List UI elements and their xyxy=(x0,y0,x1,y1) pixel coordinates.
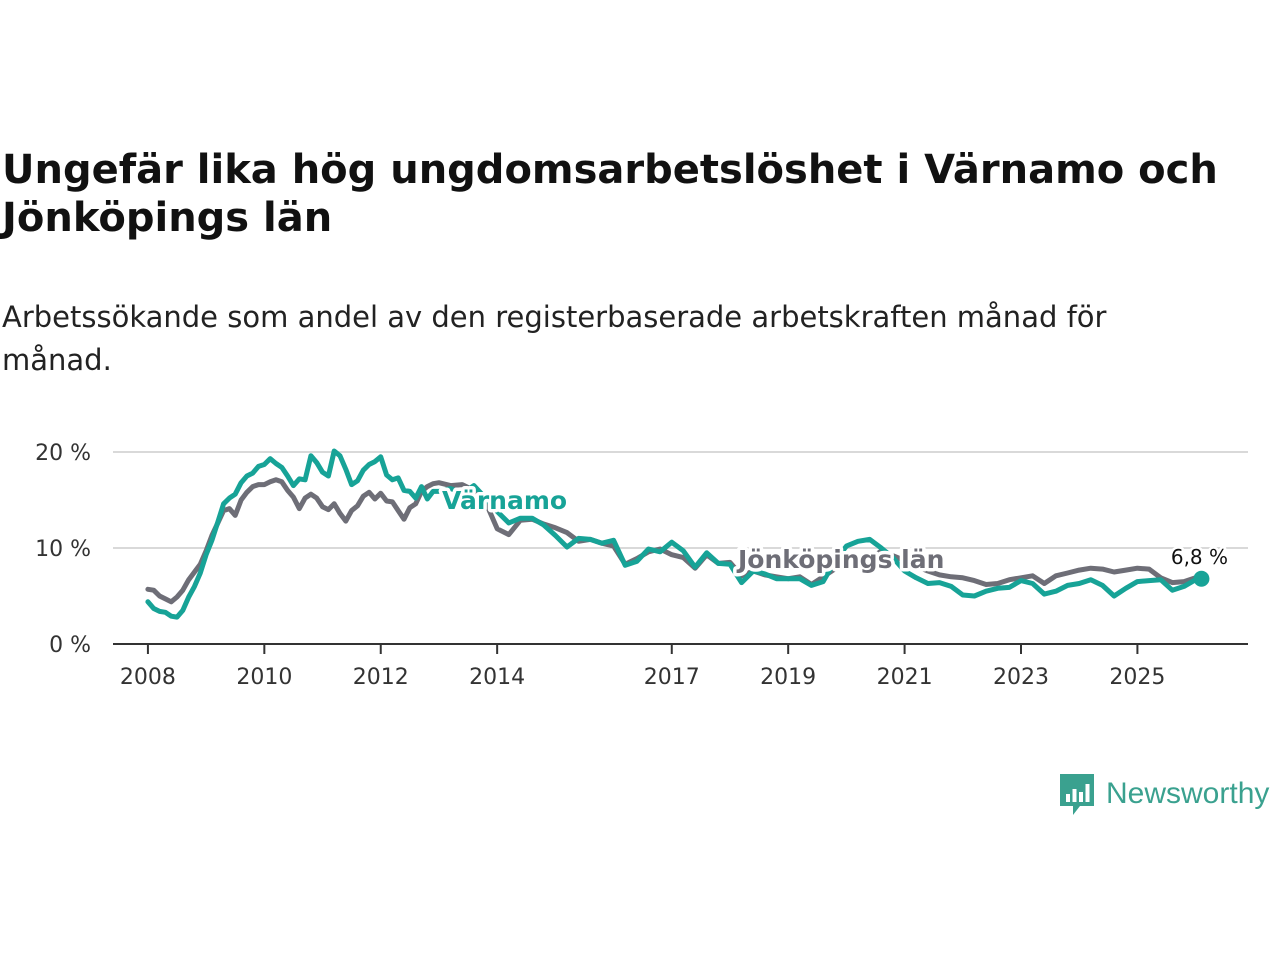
y-axis-ticks: 0 % 10 % 20 % xyxy=(35,441,91,658)
brand-name: Newsworthy xyxy=(1106,777,1270,810)
x-tick-label: 2023 xyxy=(993,665,1049,690)
x-tick-label: 2025 xyxy=(1109,665,1165,690)
varnamo-series-label: Värnamo xyxy=(442,486,567,515)
x-tick-label: 2017 xyxy=(644,665,700,690)
varnamo-line xyxy=(145,448,1204,620)
x-tick-label: 2019 xyxy=(760,665,816,690)
x-tick-label: 2010 xyxy=(236,665,292,690)
newsworthy-logo: Newsworthy xyxy=(1058,772,1269,816)
jonkoping-line xyxy=(145,477,1204,605)
end-value-marker xyxy=(1193,570,1210,587)
chart-title: Ungefär lika hög ungdomsarbetslöshet i V… xyxy=(2,147,1218,241)
y-tick-label: 20 % xyxy=(35,441,91,466)
x-tick-label: 2008 xyxy=(120,665,176,690)
x-tick-label: 2012 xyxy=(353,665,409,690)
series-labels: Jönköpings län Värnamo 6,8 % xyxy=(439,483,1231,578)
x-axis-ticks: 2008 2010 2012 2014 2017 2019 2021 2023 2025 xyxy=(120,644,1165,690)
end-value-label: 6,8 % xyxy=(1171,545,1228,569)
y-tick-label: 10 % xyxy=(35,537,91,562)
y-tick-label: 0 % xyxy=(49,633,91,658)
x-tick-label: 2014 xyxy=(469,665,525,690)
newsworthy-logo-icon xyxy=(1060,774,1094,815)
x-tick-label: 2021 xyxy=(877,665,933,690)
jonkoping-series-label: Jönköpings län xyxy=(736,545,944,574)
chart-subtitle: Arbetssökande som andel av den registerb… xyxy=(2,300,1107,377)
line-chart: 0 % 10 % 20 % 2008 2010 2012 2014 2017 2019 2021… xyxy=(35,441,1248,690)
series-lines xyxy=(145,448,1210,620)
